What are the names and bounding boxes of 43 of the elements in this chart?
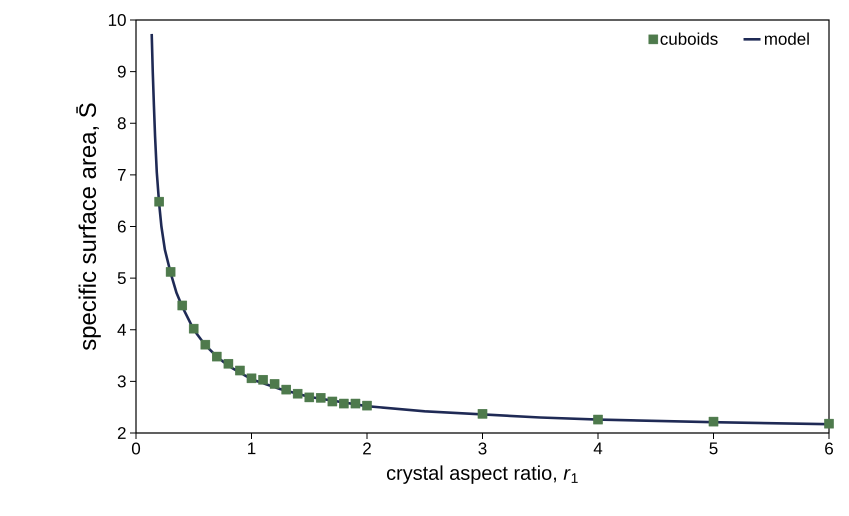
x-tick-label: 1 (248, 442, 256, 454)
legend-label: model (764, 32, 809, 45)
y-tick-label: 4 (117, 324, 126, 336)
x-axis-title: crystal aspect ratio, r$_{1}$ (386, 465, 578, 484)
point (270, 379, 280, 389)
point (708, 416, 718, 426)
point (304, 392, 314, 402)
y-tick-label: 2 (118, 427, 126, 439)
point (200, 340, 210, 350)
x-tick-label: 5 (709, 442, 718, 454)
x-tick-label: 6 (825, 442, 833, 455)
point (258, 375, 268, 385)
y-axis-title: specific surface area, S̄ (76, 103, 101, 350)
y-tick-label: 7 (118, 169, 126, 181)
point (177, 300, 187, 310)
x-tick-label: 3 (478, 442, 486, 455)
point (478, 409, 488, 419)
x-tick-label: 0 (132, 442, 140, 455)
x-tick-label: 4 (594, 442, 602, 454)
point (316, 393, 326, 403)
point (224, 359, 234, 369)
point (328, 396, 338, 406)
point (292, 388, 302, 399)
point (362, 400, 372, 410)
point (154, 196, 164, 207)
point (350, 398, 360, 408)
y-tick-label: 3 (118, 375, 126, 388)
y-tick-label: 9 (118, 66, 126, 78)
y-tick-label: 5 (118, 272, 126, 284)
legend-label: cuboids (660, 32, 718, 45)
point (188, 324, 199, 334)
point (212, 352, 222, 362)
point (824, 418, 834, 429)
point (235, 366, 245, 376)
point (166, 267, 176, 277)
point (281, 384, 291, 394)
y-tick-label: 10 (108, 14, 126, 26)
point (593, 414, 603, 424)
y-tick-label: 8 (118, 117, 126, 130)
point (339, 398, 349, 408)
point (246, 373, 256, 384)
y-tick-label: 6 (118, 220, 126, 233)
x-tick-label: 2 (363, 442, 371, 454)
